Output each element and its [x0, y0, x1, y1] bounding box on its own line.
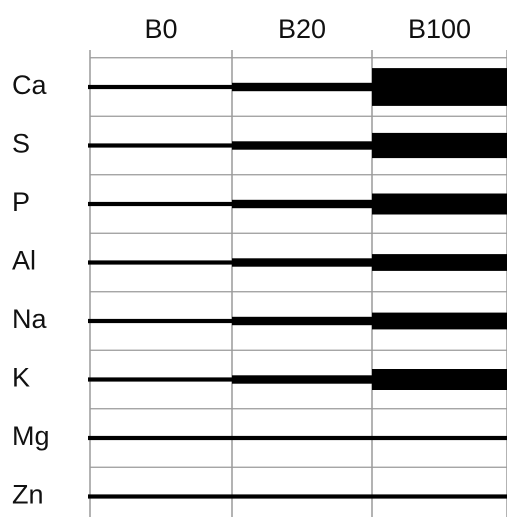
- bar-p-b20: [232, 199, 372, 209]
- bar-k-b20: [232, 375, 372, 384]
- bar-s-b100: [372, 132, 507, 159]
- bar-al-b0: [88, 260, 232, 265]
- bar-al-b100: [372, 254, 507, 271]
- bar-na-b0: [88, 318, 232, 324]
- bar-na-b100: [372, 312, 507, 330]
- bar-ca-b100: [372, 68, 507, 106]
- bar-k-b0: [88, 377, 232, 382]
- column-label-b100: B100: [408, 14, 471, 44]
- row-label-na: Na: [12, 304, 47, 334]
- bar-p-b100: [372, 193, 507, 215]
- row-label-k: K: [12, 363, 30, 393]
- row-label-s: S: [12, 129, 30, 159]
- bar-s-b0: [88, 143, 232, 148]
- bar-zn-b100: [372, 494, 507, 499]
- bar-k-b100: [372, 369, 507, 390]
- bar-ca-b0: [88, 84, 232, 90]
- row-label-zn: Zn: [12, 480, 44, 510]
- row-labels: Ca SP Al Na K Mg Zn: [12, 70, 50, 510]
- bar-mg-b20: [232, 435, 372, 441]
- row-label-mg: Mg: [12, 421, 50, 451]
- column-label-b20: B20: [278, 14, 326, 44]
- row-label-ca: Ca: [12, 70, 47, 100]
- bar-ca-b20: [232, 82, 372, 92]
- bars: [88, 68, 507, 499]
- grid: [89, 50, 507, 517]
- row-label-al: Al: [12, 246, 36, 276]
- bar-mg-b100: [372, 435, 507, 441]
- bar-na-b20: [232, 316, 372, 326]
- bar-s-b20: [232, 141, 372, 150]
- row-label-p: P: [12, 187, 30, 217]
- bar-zn-b20: [232, 494, 372, 499]
- bar-al-b20: [232, 258, 372, 267]
- bar-p-b0: [88, 201, 232, 207]
- bar-zn-b0: [88, 494, 232, 499]
- column-labels: B0 B20 B100: [144, 14, 471, 44]
- bar-mg-b0: [88, 435, 232, 441]
- column-label-b0: B0: [144, 14, 177, 44]
